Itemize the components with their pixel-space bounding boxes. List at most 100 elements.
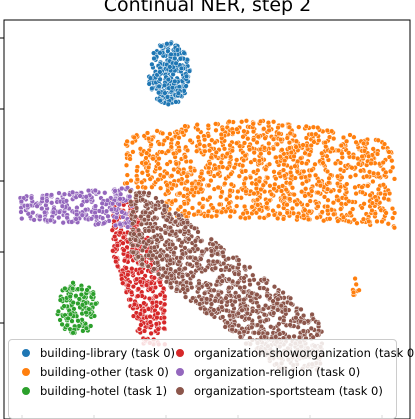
legend-item: building-other (task 0) xyxy=(21,365,169,379)
scatter-point xyxy=(129,139,136,146)
scatter-point xyxy=(164,252,170,259)
scatter-point xyxy=(187,137,193,144)
scatter-point xyxy=(196,286,202,292)
scatter-point xyxy=(139,261,145,267)
scatter-point xyxy=(156,90,162,96)
scatter-point xyxy=(299,181,306,187)
scatter-point xyxy=(164,94,171,100)
scatter-point xyxy=(241,297,247,303)
scatter-point xyxy=(154,260,161,266)
scatter-point xyxy=(146,228,152,234)
scatter-point xyxy=(133,276,140,282)
scatter-point xyxy=(138,322,144,328)
scatter-point xyxy=(124,138,130,145)
scatter-point xyxy=(172,219,179,225)
scatter-point xyxy=(114,242,121,249)
scatter-point xyxy=(261,285,267,291)
scatter-point xyxy=(199,204,206,210)
scatter-point xyxy=(144,150,150,156)
scatter-point xyxy=(142,209,149,215)
scatter-point xyxy=(361,148,368,154)
scatter-point xyxy=(298,174,304,181)
scatter-point xyxy=(223,307,230,314)
scatter-point xyxy=(340,214,347,220)
scatter-point xyxy=(187,254,193,261)
scatter-point xyxy=(47,217,54,223)
scatter-point xyxy=(173,60,179,66)
scatter-point xyxy=(287,322,293,328)
scatter-point xyxy=(367,192,373,198)
scatter-point xyxy=(234,157,240,163)
scatter-point xyxy=(241,203,248,210)
scatter-point xyxy=(329,128,335,134)
scatter-point xyxy=(306,173,313,179)
scatter-point xyxy=(289,185,296,191)
scatter-point xyxy=(280,216,287,222)
scatter-point xyxy=(155,161,161,167)
legend-label: building-hotel (task 1) xyxy=(40,384,168,398)
scatter-point xyxy=(204,282,210,288)
scatter-point xyxy=(315,320,322,327)
scatter-point xyxy=(261,312,268,318)
scatter-point xyxy=(227,312,233,319)
legend-item: organization-showorganization (task 0) xyxy=(175,346,415,360)
scatter-point xyxy=(120,240,126,246)
scatter-point xyxy=(88,323,94,329)
scatter-point xyxy=(281,161,287,168)
scatter-point xyxy=(380,159,386,166)
scatter-point xyxy=(315,125,321,131)
scatter-point xyxy=(261,145,268,151)
scatter-point xyxy=(293,315,299,321)
scatter-point xyxy=(249,204,255,210)
scatter-point xyxy=(56,214,62,221)
scatter-point xyxy=(370,170,377,176)
scatter-point xyxy=(350,206,356,212)
scatter-point xyxy=(275,307,281,313)
scatter-point xyxy=(270,304,276,311)
scatter-point xyxy=(184,178,190,185)
scatter-point xyxy=(124,253,131,259)
scatter-point xyxy=(195,208,202,215)
scatter-point xyxy=(64,215,70,221)
scatter-point xyxy=(164,41,170,47)
scatter-point xyxy=(380,182,387,188)
scatter-point xyxy=(262,302,269,309)
scatter-point xyxy=(79,202,85,208)
scatter-point xyxy=(184,186,190,193)
scatter-point xyxy=(270,136,277,142)
scatter-point xyxy=(286,145,293,151)
scatter-point xyxy=(356,287,362,293)
scatter-point xyxy=(361,201,367,207)
scatter-point xyxy=(310,124,317,130)
scatter-point xyxy=(31,217,37,223)
scatter-point xyxy=(313,131,319,137)
scatter-point xyxy=(218,299,225,305)
scatter-point xyxy=(145,213,151,220)
scatter-point xyxy=(236,257,242,263)
scatter-point xyxy=(88,216,95,222)
scatter-point xyxy=(234,140,240,146)
scatter-point xyxy=(284,210,290,216)
scatter-point xyxy=(241,181,247,187)
scatter-point xyxy=(90,291,96,297)
scatter-point xyxy=(71,306,77,312)
scatter-point xyxy=(239,119,245,125)
scatter-point xyxy=(209,252,215,258)
scatter-point xyxy=(130,209,136,215)
scatter-point xyxy=(284,135,290,141)
scatter-point xyxy=(195,134,201,140)
scatter-point xyxy=(246,146,253,153)
scatter-point xyxy=(146,81,152,87)
scatter-point xyxy=(390,164,396,171)
scatter-point xyxy=(146,238,152,244)
scatter-point xyxy=(201,290,208,296)
scatter-point xyxy=(208,154,214,160)
scatter-point xyxy=(80,328,86,334)
scatter-point xyxy=(161,315,167,321)
scatter-point xyxy=(271,186,277,192)
scatter-point xyxy=(130,313,137,319)
scatter-point xyxy=(389,205,396,212)
scatter-point xyxy=(141,190,147,196)
scatter-point xyxy=(301,168,307,175)
scatter-point xyxy=(121,258,128,264)
